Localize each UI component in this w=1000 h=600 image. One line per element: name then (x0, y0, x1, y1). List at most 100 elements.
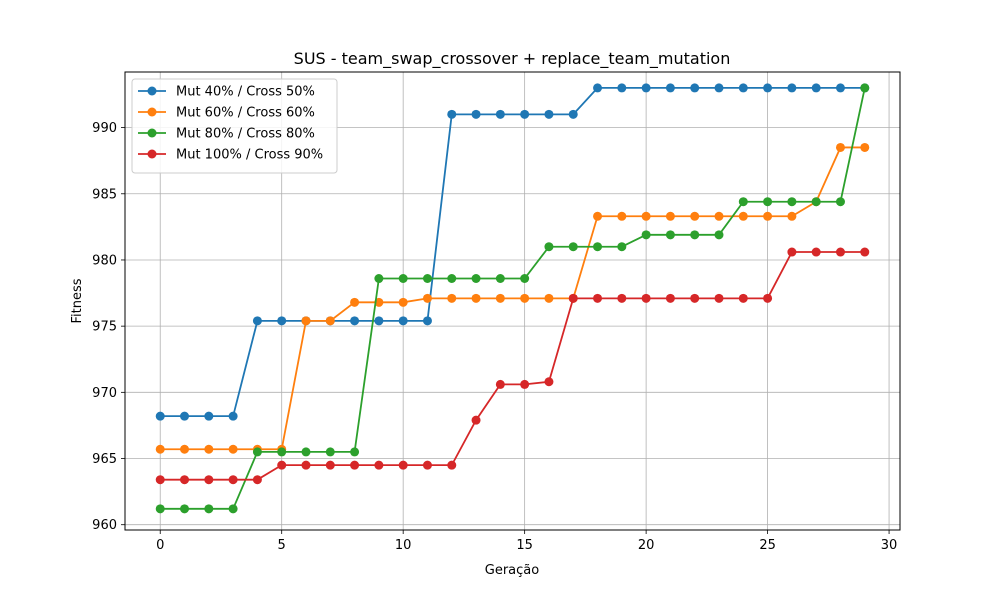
data-point (398, 460, 408, 470)
data-point (422, 460, 432, 470)
data-point (301, 460, 311, 470)
data-point (447, 109, 457, 119)
data-point (277, 316, 287, 326)
y-tick-label: 980 (92, 253, 117, 268)
data-point (714, 230, 724, 240)
data-point (738, 197, 748, 207)
data-point (471, 293, 481, 303)
data-point (860, 142, 870, 152)
x-axis-ticks: 0 5 10 15 20 25 30 (156, 530, 897, 553)
series-4 (155, 247, 870, 485)
data-point (155, 444, 165, 454)
data-point (422, 293, 432, 303)
data-point (374, 316, 384, 326)
data-point (787, 197, 797, 207)
legend-swatch-marker (147, 149, 157, 159)
legend-item: Mut 60% / Cross 60% (138, 106, 315, 121)
y-axis-ticks: 960 965 970 975 980 985 990 (92, 121, 125, 533)
data-point (398, 273, 408, 283)
data-point (593, 83, 603, 93)
data-point (714, 83, 724, 93)
data-point (204, 444, 214, 454)
data-point (763, 211, 773, 221)
data-point (180, 444, 190, 454)
data-point (495, 293, 505, 303)
data-point (544, 377, 554, 387)
data-point (690, 230, 700, 240)
data-point (471, 415, 481, 425)
data-point (180, 411, 190, 421)
y-axis-label: Fitness (70, 278, 85, 323)
data-point (277, 447, 287, 457)
series-line (160, 251, 865, 481)
data-point (568, 242, 578, 252)
data-point (665, 83, 675, 93)
data-point (568, 109, 578, 119)
data-point (665, 211, 675, 221)
legend-label: Mut 60% / Cross 60% (176, 106, 315, 121)
legend-swatch-marker (147, 86, 157, 96)
y-tick-label: 985 (92, 187, 117, 202)
data-point (374, 460, 384, 470)
data-point (690, 83, 700, 93)
data-point (787, 247, 797, 257)
data-point (422, 273, 432, 283)
data-point (787, 83, 797, 93)
data-point (374, 273, 384, 283)
y-tick-label: 965 (92, 452, 117, 467)
data-point (204, 475, 214, 485)
data-point (617, 83, 627, 93)
data-point (665, 293, 675, 303)
data-point (495, 109, 505, 119)
data-point (228, 444, 238, 454)
legend-item: Mut 100% / Cross 90% (138, 148, 323, 163)
data-point (228, 411, 238, 421)
data-point (641, 211, 651, 221)
legend: Mut 40% / Cross 50% Mut 60% / Cross 60% Mu… (131, 78, 338, 174)
legend-label: Mut 40% / Cross 50% (176, 85, 315, 100)
x-axis-label: Geração (485, 563, 539, 578)
x-tick-label: 25 (759, 538, 776, 553)
data-point (593, 242, 603, 252)
x-tick-label: 10 (395, 538, 412, 553)
data-point (835, 142, 845, 152)
data-point (520, 379, 530, 389)
x-tick-label: 5 (278, 538, 286, 553)
series-1 (155, 83, 870, 421)
data-point (350, 316, 360, 326)
data-point (835, 197, 845, 207)
data-point (763, 83, 773, 93)
data-point (593, 293, 603, 303)
legend-swatch-marker (147, 107, 157, 117)
data-point (690, 211, 700, 221)
series-3 (155, 83, 870, 514)
data-point (568, 293, 578, 303)
data-point (544, 109, 554, 119)
legend-label: Mut 100% / Cross 90% (176, 148, 323, 163)
data-point (787, 211, 797, 221)
x-tick-label: 30 (881, 538, 898, 553)
data-point (155, 504, 165, 514)
data-point (228, 504, 238, 514)
data-point (641, 230, 651, 240)
data-point (325, 460, 335, 470)
data-point (835, 247, 845, 257)
data-point (714, 293, 724, 303)
legend-swatch-marker (147, 128, 157, 138)
data-point (204, 504, 214, 514)
data-point (860, 247, 870, 257)
x-tick-label: 20 (638, 538, 655, 553)
data-point (301, 447, 311, 457)
data-point (252, 475, 262, 485)
data-point (738, 83, 748, 93)
legend-label: Mut 80% / Cross 80% (176, 127, 315, 142)
data-point (180, 475, 190, 485)
data-point (252, 447, 262, 457)
data-point (520, 109, 530, 119)
data-point (398, 316, 408, 326)
data-point (763, 197, 773, 207)
data-point (252, 316, 262, 326)
y-tick-label: 990 (92, 121, 117, 136)
data-point (835, 83, 845, 93)
